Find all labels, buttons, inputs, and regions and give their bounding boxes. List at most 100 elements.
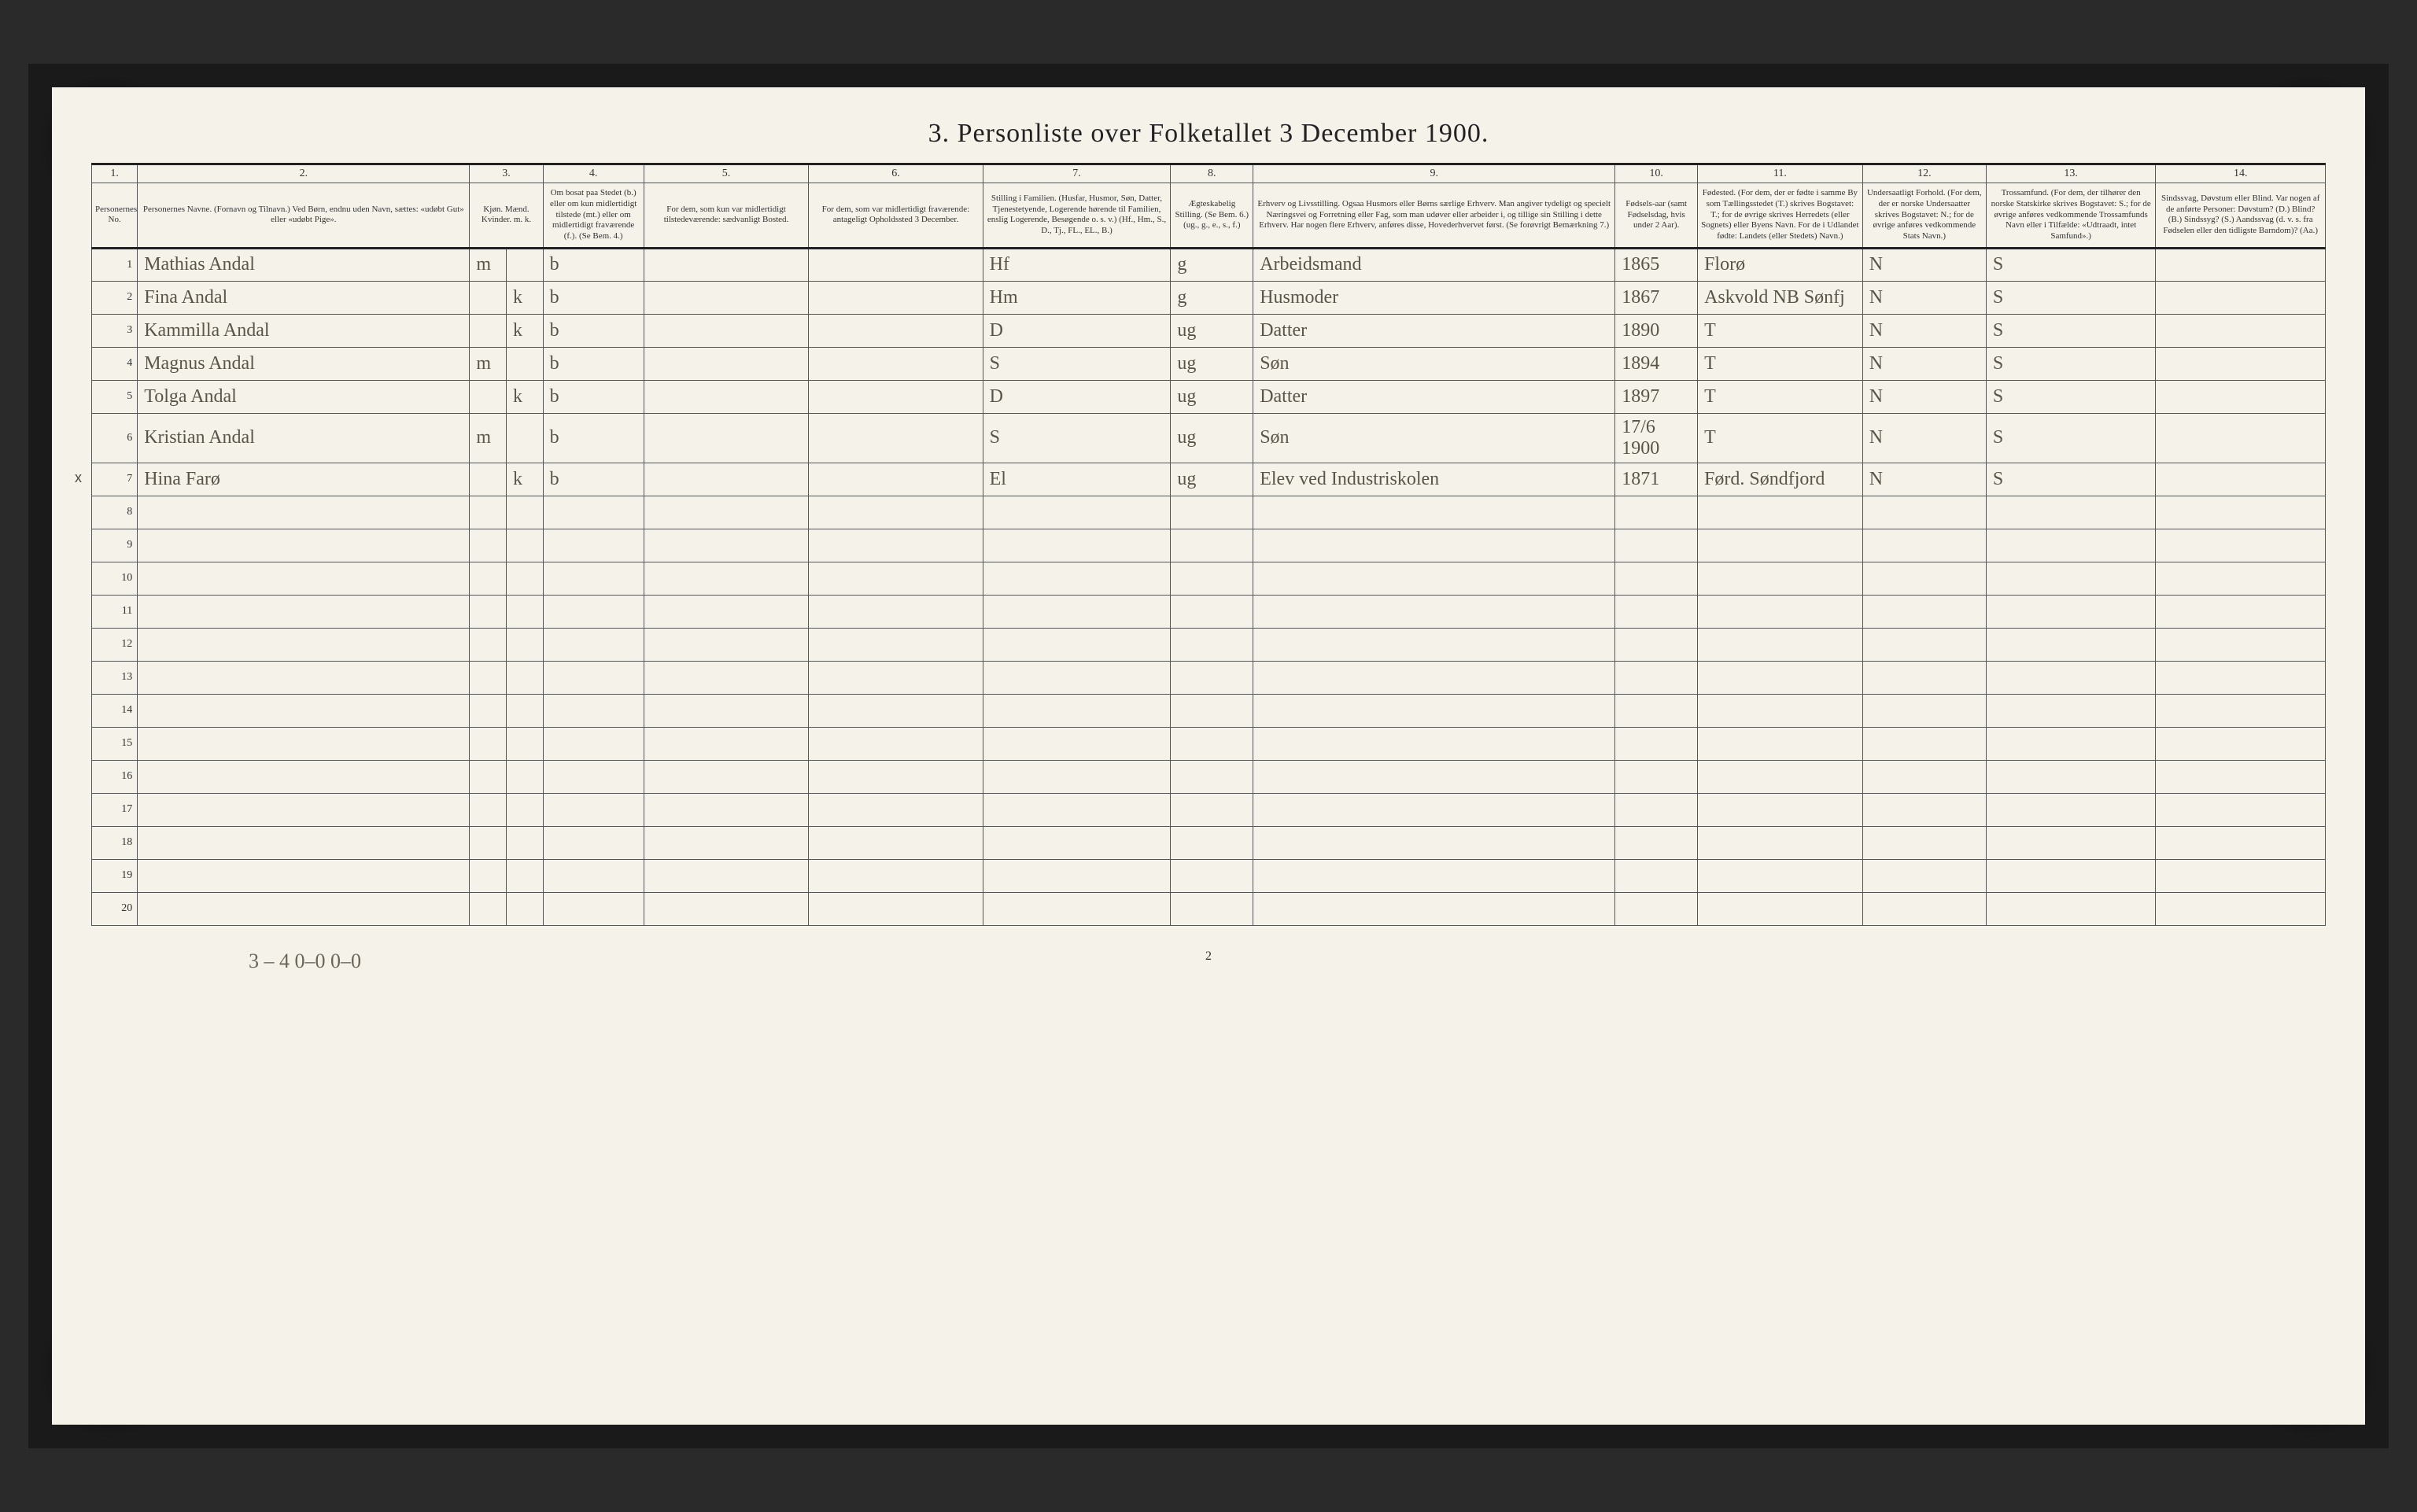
table-row: 3Kammilla AndalkbDugDatter1890TNS <box>92 314 2326 347</box>
cell-empty <box>138 661 470 694</box>
cell-fodested: Førd. Søndfjord <box>1698 463 1863 496</box>
cell-empty <box>1171 760 1253 793</box>
cell-empty <box>470 694 507 727</box>
cell-sex-m <box>470 281 507 314</box>
cell-empty <box>2156 859 2326 892</box>
cell-empty <box>644 595 809 628</box>
cell-empty <box>543 562 644 595</box>
cell-empty <box>644 628 809 661</box>
cell-empty <box>1171 793 1253 826</box>
cell-empty <box>2156 826 2326 859</box>
cell-egteskab: ug <box>1171 347 1253 380</box>
cell-empty <box>138 892 470 925</box>
cell-empty <box>543 892 644 925</box>
cell-bosat: b <box>543 248 644 281</box>
cell-empty <box>1615 628 1698 661</box>
header-undersaat: Undersaatligt Forhold. (For dem, der er … <box>1862 183 1986 249</box>
header-erhverv: Erhverv og Livsstilling. Ogsaa Husmors e… <box>1253 183 1615 249</box>
cell-empty <box>1615 496 1698 529</box>
colnum: 10. <box>1615 164 1698 183</box>
cell-empty <box>809 529 983 562</box>
cell-empty <box>1615 661 1698 694</box>
header-bosat: Om bosat paa Stedet (b.) eller om kun mi… <box>543 183 644 249</box>
cell-stilling: Hm <box>983 281 1171 314</box>
cell-rownum: 20 <box>92 892 138 925</box>
page-title: 3. Personliste over Folketallet 3 Decemb… <box>91 119 2326 149</box>
census-body: 1Mathias AndalmbHfgArbeidsmand1865FlorøN… <box>92 248 2326 925</box>
cell-midl-tilstede <box>644 281 809 314</box>
cell-empty <box>470 826 507 859</box>
cell-empty <box>1253 826 1615 859</box>
colnum: 7. <box>983 164 1171 183</box>
cell-rownum: 6 <box>92 413 138 463</box>
cell-empty <box>1862 892 1986 925</box>
cell-midl-tilstede <box>644 380 809 413</box>
header-navn: Personernes Navne. (Fornavn og Tilnavn.)… <box>138 183 470 249</box>
cell-erhverv: Datter <box>1253 314 1615 347</box>
cell-empty <box>644 661 809 694</box>
table-row: 7xHina FarøkbElugElev ved Industriskolen… <box>92 463 2326 496</box>
census-table: 1. 2. 3. 4. 5. 6. 7. 8. 9. 10. 11. 12. 1… <box>91 163 2326 926</box>
cell-name: Magnus Andal <box>138 347 470 380</box>
cell-empty <box>543 694 644 727</box>
cell-trossamfund: S <box>1986 248 2155 281</box>
cell-empty <box>138 760 470 793</box>
footer-notes: 3 – 4 0–0 0–0 2 <box>91 950 2326 973</box>
cell-empty <box>138 694 470 727</box>
cell-empty <box>1171 595 1253 628</box>
cell-bosat: b <box>543 463 644 496</box>
cell-empty <box>1862 727 1986 760</box>
cell-empty <box>644 826 809 859</box>
cell-empty <box>1698 562 1863 595</box>
cell-name: Tolga Andal <box>138 380 470 413</box>
cell-empty <box>138 529 470 562</box>
cell-empty <box>1986 562 2155 595</box>
cell-rownum: 17 <box>92 793 138 826</box>
cell-empty <box>1171 562 1253 595</box>
cell-trossamfund: S <box>1986 347 2155 380</box>
cell-name: Kammilla Andal <box>138 314 470 347</box>
colnum: 13. <box>1986 164 2155 183</box>
cell-erhverv: Elev ved Industriskolen <box>1253 463 1615 496</box>
cell-empty <box>1171 727 1253 760</box>
cell-rownum: 7x <box>92 463 138 496</box>
cell-bosat: b <box>543 413 644 463</box>
cell-empty <box>1986 859 2155 892</box>
cell-empty <box>1171 859 1253 892</box>
cell-empty <box>1986 661 2155 694</box>
scan-frame: 3. Personliste over Folketallet 3 Decemb… <box>28 64 2389 1448</box>
colnum: 1. <box>92 164 138 183</box>
cell-empty <box>470 760 507 793</box>
cell-empty <box>470 628 507 661</box>
cell-trossamfund: S <box>1986 380 2155 413</box>
cell-empty <box>1171 694 1253 727</box>
cell-empty <box>543 859 644 892</box>
cell-empty <box>1171 628 1253 661</box>
cell-midl-tilstede <box>644 248 809 281</box>
cell-empty <box>1171 529 1253 562</box>
cell-empty <box>1986 628 2155 661</box>
cell-empty <box>1253 628 1615 661</box>
cell-fodselsaar: 1867 <box>1615 281 1698 314</box>
cell-rownum: 10 <box>92 562 138 595</box>
cell-empty <box>983 562 1171 595</box>
cell-midl-tilstede <box>644 314 809 347</box>
table-row: 19 <box>92 859 2326 892</box>
cell-empty <box>507 694 544 727</box>
cell-empty <box>470 562 507 595</box>
cell-empty <box>138 628 470 661</box>
cell-empty <box>543 595 644 628</box>
header-fodested: Fødested. (For dem, der er fødte i samme… <box>1698 183 1863 249</box>
cell-rownum: 8 <box>92 496 138 529</box>
cell-empty <box>809 661 983 694</box>
cell-empty <box>983 694 1171 727</box>
cell-empty <box>138 595 470 628</box>
cell-empty <box>1253 859 1615 892</box>
colnum: 11. <box>1698 164 1863 183</box>
colnum: 9. <box>1253 164 1615 183</box>
cell-empty <box>1862 826 1986 859</box>
cell-midl-tilstede <box>644 347 809 380</box>
cell-empty <box>1698 661 1863 694</box>
cell-empty <box>983 529 1171 562</box>
cell-empty <box>1615 529 1698 562</box>
